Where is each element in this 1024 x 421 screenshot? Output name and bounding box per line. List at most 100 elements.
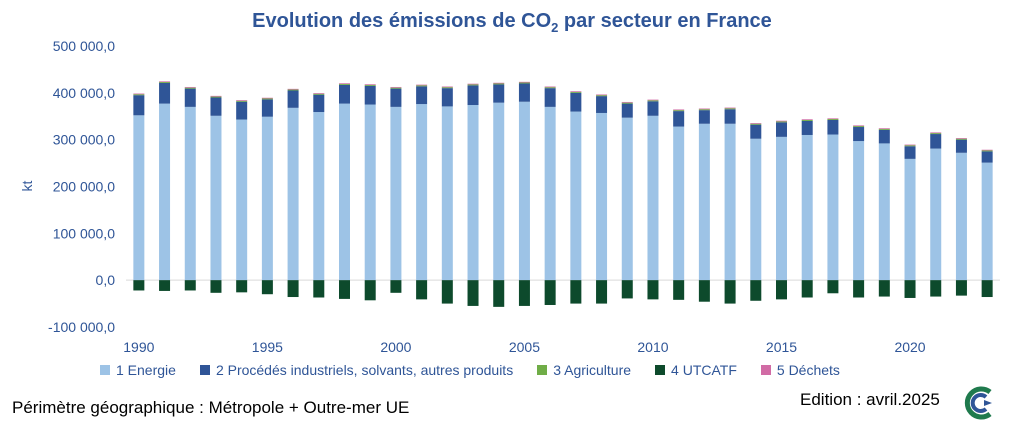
bar-utcatf-1997 <box>313 280 325 298</box>
y-tick-label: 400 000,0 <box>53 85 115 101</box>
bar-dechets-1994 <box>236 100 248 101</box>
legend-label: 2 Procédés industriels, solvants, autres… <box>215 362 514 378</box>
x-tick-label: 1995 <box>252 339 283 355</box>
bar-energie-2015 <box>776 136 787 281</box>
legend-swatch-energie <box>100 365 110 375</box>
bar-dechets-2011 <box>673 109 685 111</box>
bar-agriculture-1993 <box>210 96 222 98</box>
bar-dechets-2017 <box>827 118 839 120</box>
bar-utcatf-1994 <box>236 280 248 293</box>
bar-procedes-2008 <box>596 96 608 113</box>
y-tick-label: 200 000,0 <box>53 179 115 195</box>
bar-dechets-1990 <box>133 93 145 95</box>
bar-utcatf-2001 <box>416 280 428 300</box>
chart-legend: 1 Energie 2 Procédés industriels, solvan… <box>100 362 840 378</box>
bar-agriculture-2011 <box>673 110 685 112</box>
bar-dechets-2007 <box>570 91 582 92</box>
legend-label: 5 Déchets <box>776 362 840 378</box>
bar-agriculture-2017 <box>827 119 839 120</box>
bar-procedes-2007 <box>570 92 582 112</box>
bar-utcatf-1999 <box>364 280 376 301</box>
bar-utcatf-2008 <box>596 280 608 304</box>
bar-energie-1994 <box>236 119 248 281</box>
legend-swatch-procedes <box>199 365 210 375</box>
bar-agriculture-1996 <box>287 89 299 91</box>
bar-procedes-1994 <box>236 101 248 120</box>
bar-dechets-2014 <box>750 123 762 124</box>
x-tick-label: 2015 <box>766 339 797 355</box>
bar-procedes-2021 <box>930 134 942 149</box>
legend-item-energie: 1 Energie <box>100 362 176 378</box>
bar-utcatf-1995 <box>261 280 273 295</box>
bar-dechets-2012 <box>698 108 710 110</box>
y-tick-label: 0,0 <box>96 272 116 288</box>
legend-label: 1 Energie <box>116 362 176 378</box>
bar-utcatf-2011 <box>673 280 685 300</box>
bar-energie-2011 <box>673 126 685 281</box>
bar-energie-2007 <box>570 111 582 281</box>
bar-utcatf-2022 <box>955 280 967 296</box>
bar-utcatf-2019 <box>878 280 890 297</box>
bar-dechets-1997 <box>313 93 325 94</box>
bar-energie-2004 <box>493 102 505 281</box>
bar-agriculture-2014 <box>750 123 762 125</box>
bar-energie-1996 <box>287 107 299 281</box>
bar-procedes-2012 <box>698 110 710 124</box>
bar-energie-2017 <box>827 134 839 281</box>
bar-utcatf-2013 <box>724 280 736 304</box>
bar-dechets-1993 <box>210 95 222 97</box>
bar-dechets-2023 <box>981 149 993 151</box>
bar-procedes-2023 <box>981 151 993 163</box>
x-tick-label: 2010 <box>637 339 668 355</box>
bar-energie-1992 <box>184 106 196 281</box>
bar-utcatf-2005 <box>518 280 530 306</box>
bar-energie-1995 <box>261 116 273 281</box>
bar-dechets-2010 <box>647 99 659 101</box>
bar-dechets-2013 <box>724 107 736 109</box>
bar-procedes-2003 <box>467 85 479 106</box>
bar-utcatf-1998 <box>339 280 350 299</box>
bar-agriculture-2008 <box>596 95 608 97</box>
bar-procedes-1998 <box>339 84 350 104</box>
bar-procedes-1990 <box>133 95 145 116</box>
bar-procedes-2020 <box>904 146 916 159</box>
bar-utcatf-2009 <box>621 280 633 299</box>
bar-utcatf-2012 <box>698 280 710 302</box>
bar-procedes-1992 <box>184 88 196 107</box>
bar-energie-2006 <box>544 106 556 281</box>
bar-energie-1990 <box>133 115 145 281</box>
bar-procedes-2000 <box>390 88 402 107</box>
x-tick-label: 2000 <box>380 339 411 355</box>
bar-procedes-2015 <box>776 122 787 137</box>
bar-dechets-2021 <box>930 132 942 134</box>
chart-title: Evolution des émissions de CO2 par secte… <box>252 10 772 35</box>
bar-dechets-2008 <box>596 94 608 96</box>
bar-dechets-2006 <box>544 86 556 88</box>
bar-agriculture-2018 <box>853 126 865 128</box>
bar-utcatf-2020 <box>904 280 916 298</box>
bar-procedes-2001 <box>416 86 428 105</box>
bar-energie-2005 <box>518 101 530 281</box>
bar-agriculture-2013 <box>724 108 736 110</box>
bar-procedes-2019 <box>878 129 890 144</box>
bar-agriculture-1998 <box>339 83 350 85</box>
bar-agriculture-2022 <box>955 138 967 140</box>
bar-agriculture-2005 <box>518 82 530 84</box>
bar-energie-1999 <box>364 104 376 281</box>
bar-procedes-2011 <box>673 111 685 127</box>
bar-agriculture-1994 <box>236 100 248 102</box>
bar-energie-2014 <box>750 138 762 281</box>
bar-energie-2016 <box>801 134 813 281</box>
bar-utcatf-1993 <box>210 280 222 293</box>
bar-procedes-2022 <box>955 139 967 153</box>
bar-dechets-1996 <box>287 88 299 90</box>
bar-procedes-2016 <box>801 120 813 135</box>
bar-procedes-2010 <box>647 101 659 116</box>
legend-swatch-utcatf <box>655 365 666 375</box>
legend-label: 3 Agriculture <box>553 362 632 378</box>
bar-utcatf-2006 <box>544 280 556 305</box>
bar-utcatf-2002 <box>441 280 453 304</box>
bar-procedes-1993 <box>210 97 222 116</box>
bar-dechets-2005 <box>518 81 530 83</box>
bar-procedes-2009 <box>621 103 633 118</box>
